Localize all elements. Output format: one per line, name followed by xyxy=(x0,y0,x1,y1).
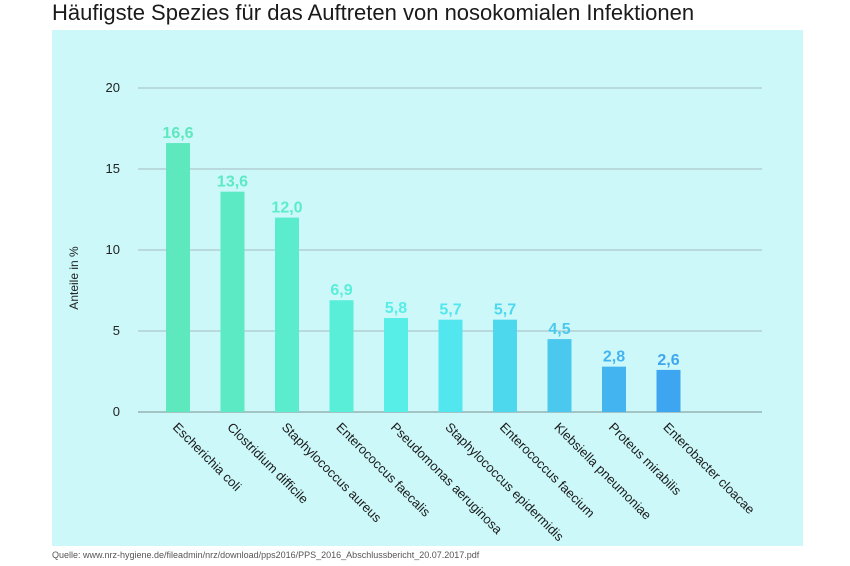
bar xyxy=(166,143,190,412)
category-label: Klebsiella pneumoniae xyxy=(551,420,654,523)
y-tick-label: 0 xyxy=(113,404,120,419)
y-tick-label: 20 xyxy=(106,80,120,95)
value-label: 5,8 xyxy=(385,300,407,317)
value-label: 6,9 xyxy=(330,282,352,299)
bar xyxy=(656,369,681,412)
chart-title: Häufigste Spezies für das Auftreten von … xyxy=(52,0,695,25)
category-label: Staphylococcus aureus xyxy=(279,420,385,526)
bar xyxy=(438,319,463,412)
y-tick-label: 5 xyxy=(113,323,120,338)
value-label: 4,5 xyxy=(548,321,570,338)
category-label: Pseudomonas aeruginosa xyxy=(388,420,506,538)
value-label: 12,0 xyxy=(271,200,302,217)
bar xyxy=(275,217,299,412)
bar xyxy=(602,366,626,412)
category-label: Enterococcus faecium xyxy=(497,420,598,521)
value-label: 16,6 xyxy=(162,125,193,142)
source-note: Quelle: www.nrz-hygiene.de/fileadmin/nrz… xyxy=(52,550,480,560)
bar xyxy=(547,339,572,412)
value-label: 5,7 xyxy=(494,302,516,319)
bar xyxy=(384,318,408,412)
bar xyxy=(493,319,517,412)
category-label: Enterobacter cloacae xyxy=(660,420,757,517)
category-label: Enterococcus faecalis xyxy=(333,420,433,520)
y-axis-label: Anteile in % xyxy=(67,246,81,310)
bar xyxy=(329,300,354,412)
y-tick-label: 15 xyxy=(106,161,120,176)
y-tick-label: 10 xyxy=(106,242,120,257)
value-label: 2,8 xyxy=(603,349,625,366)
value-label: 13,6 xyxy=(217,174,248,191)
value-label: 5,7 xyxy=(439,302,461,319)
bar xyxy=(220,191,245,412)
value-label: 2,6 xyxy=(657,352,679,369)
